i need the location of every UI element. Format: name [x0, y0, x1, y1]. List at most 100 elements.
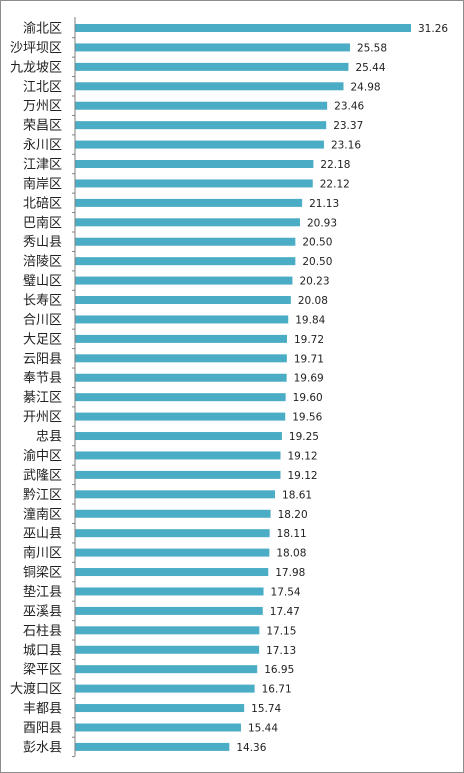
- value-label: 20.23: [299, 276, 329, 288]
- bar: [75, 82, 344, 91]
- category-label: 巫山县: [23, 527, 62, 542]
- category-label: 荣昌区: [23, 119, 62, 134]
- category-label: 武隆区: [23, 468, 62, 483]
- value-label: 19.12: [288, 450, 318, 462]
- category-label: 九龙坡区: [10, 60, 62, 75]
- value-label: 20.50: [302, 256, 332, 268]
- category-label: 丰都县: [23, 702, 62, 717]
- value-label: 22.12: [320, 178, 350, 190]
- labels-layer: 渝北区 31.26 沙坪坝区 25.58 九龙坡区 25.44 江北区 24.98 万州区 23.…: [10, 21, 448, 756]
- bar: [75, 393, 286, 402]
- value-label: 19.60: [293, 392, 323, 404]
- category-label: 万州区: [23, 99, 62, 114]
- category-label: 黔江区: [23, 488, 62, 503]
- bar: [75, 606, 263, 615]
- value-label: 31.26: [418, 23, 448, 35]
- bar: [75, 626, 260, 635]
- value-label: 14.36: [236, 742, 266, 754]
- bar: [75, 490, 276, 499]
- value-label: 18.61: [282, 489, 312, 501]
- value-label: 19.71: [294, 353, 324, 365]
- value-label: 19.12: [288, 470, 318, 482]
- bar: [75, 665, 258, 674]
- value-label: 17.15: [266, 625, 296, 637]
- category-label: 垫江县: [23, 584, 62, 600]
- category-label: 巴南区: [23, 215, 62, 231]
- category-label: 长寿区: [23, 294, 62, 309]
- bar: [75, 237, 296, 246]
- value-label: 17.13: [266, 645, 296, 657]
- value-label: 21.13: [309, 198, 339, 210]
- category-label: 铜梁区: [23, 566, 62, 581]
- category-label: 彭水县: [23, 740, 62, 755]
- category-label: 云阳县: [23, 352, 62, 367]
- category-label: 涪陵区: [23, 255, 62, 270]
- bar: [75, 548, 270, 557]
- bar: [75, 101, 328, 110]
- value-label: 25.44: [355, 62, 385, 74]
- value-label: 18.20: [278, 509, 308, 521]
- bars-layer: [72, 24, 411, 758]
- value-label: 19.69: [294, 373, 324, 385]
- bar: [75, 432, 282, 441]
- category-label: 巫溪县: [23, 604, 62, 619]
- bar: [75, 315, 289, 324]
- value-label: 19.56: [292, 412, 322, 424]
- category-label: 渝北区: [23, 21, 62, 37]
- bar: [75, 257, 296, 266]
- category-label: 璧山区: [23, 273, 62, 289]
- category-label: 潼南区: [23, 506, 62, 522]
- category-label: 奉节县: [23, 371, 62, 386]
- bar: [75, 334, 287, 343]
- value-label: 23.16: [331, 140, 361, 152]
- value-label: 17.98: [275, 567, 305, 579]
- bar: [75, 568, 269, 577]
- value-label: 23.46: [334, 101, 364, 113]
- category-label: 开州区: [23, 410, 62, 425]
- value-label: 25.58: [357, 42, 387, 54]
- category-label: 江北区: [23, 80, 62, 95]
- bar: [75, 140, 324, 149]
- value-label: 15.44: [248, 722, 278, 734]
- bar: [75, 62, 349, 71]
- value-label: 20.50: [302, 237, 332, 249]
- bar: [75, 43, 350, 52]
- bar: [75, 179, 313, 188]
- bar: [75, 742, 230, 751]
- value-label: 17.54: [271, 586, 301, 598]
- category-label: 石柱县: [23, 624, 62, 639]
- bar: [75, 723, 241, 732]
- value-label: 23.37: [333, 120, 363, 132]
- bar: [75, 218, 300, 227]
- category-label: 忠县: [36, 430, 62, 445]
- bar: [75, 412, 286, 421]
- bar: [75, 645, 260, 654]
- category-label: 南川区: [23, 545, 62, 561]
- value-label: 17.47: [270, 606, 300, 618]
- bar: [75, 470, 281, 479]
- bar: [75, 373, 287, 382]
- category-label: 永川区: [23, 138, 62, 153]
- bar: [75, 121, 327, 130]
- category-label: 城口县: [23, 643, 62, 658]
- value-label: 24.98: [351, 81, 381, 93]
- bar: [75, 451, 281, 460]
- category-label: 北碚区: [23, 196, 62, 211]
- value-label: 16.71: [262, 684, 292, 696]
- category-label: 綦江区: [23, 391, 62, 406]
- value-label: 19.72: [294, 334, 324, 346]
- value-label: 18.11: [277, 528, 307, 540]
- category-label: 江津区: [23, 158, 62, 173]
- value-label: 15.74: [251, 703, 281, 715]
- category-label: 沙坪坝区: [10, 41, 62, 56]
- bar: [75, 529, 270, 538]
- bar: [75, 509, 271, 518]
- value-label: 19.84: [295, 314, 325, 326]
- bar: [75, 587, 264, 596]
- category-label: 秀山县: [23, 235, 62, 250]
- bar: [75, 684, 255, 693]
- category-label: 酉阳县: [23, 721, 62, 736]
- bar: [75, 160, 314, 169]
